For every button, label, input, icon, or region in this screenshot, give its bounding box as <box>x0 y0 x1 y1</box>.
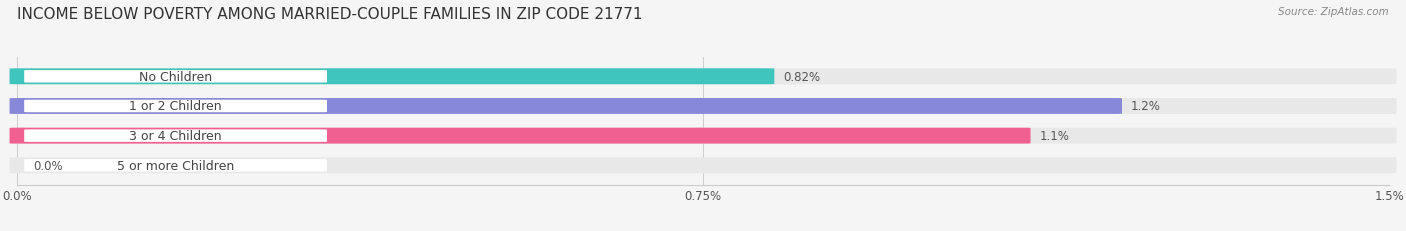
Text: 1.1%: 1.1% <box>1039 130 1070 143</box>
Text: 5 or more Children: 5 or more Children <box>117 159 235 172</box>
Text: 1.2%: 1.2% <box>1132 100 1161 113</box>
FancyBboxPatch shape <box>10 69 775 85</box>
Text: No Children: No Children <box>139 70 212 83</box>
FancyBboxPatch shape <box>10 69 1396 85</box>
FancyBboxPatch shape <box>24 71 328 83</box>
FancyBboxPatch shape <box>24 159 328 172</box>
Text: 1 or 2 Children: 1 or 2 Children <box>129 100 222 113</box>
FancyBboxPatch shape <box>24 130 328 142</box>
Text: INCOME BELOW POVERTY AMONG MARRIED-COUPLE FAMILIES IN ZIP CODE 21771: INCOME BELOW POVERTY AMONG MARRIED-COUPL… <box>17 7 643 22</box>
FancyBboxPatch shape <box>10 128 1031 144</box>
Text: 3 or 4 Children: 3 or 4 Children <box>129 130 222 143</box>
Text: 0.0%: 0.0% <box>34 159 63 172</box>
FancyBboxPatch shape <box>10 99 1396 114</box>
Text: 0.82%: 0.82% <box>783 70 821 83</box>
FancyBboxPatch shape <box>24 100 328 113</box>
Text: Source: ZipAtlas.com: Source: ZipAtlas.com <box>1278 7 1389 17</box>
FancyBboxPatch shape <box>10 158 1396 173</box>
FancyBboxPatch shape <box>10 99 1122 114</box>
FancyBboxPatch shape <box>10 128 1396 144</box>
